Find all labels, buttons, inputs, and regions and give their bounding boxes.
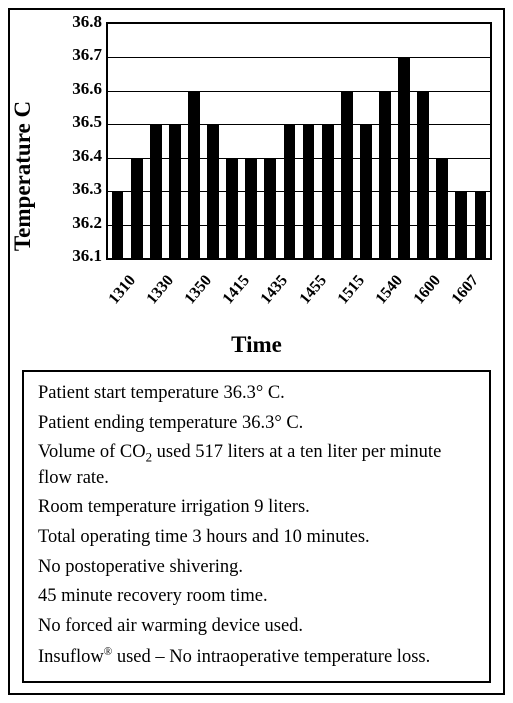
note-line: Patient ending temperature 36.3° C. xyxy=(38,412,475,436)
x-tick-label: 1415 xyxy=(212,272,254,317)
figure-frame: Temperature C 36.1 36.2 36.3 36.4 36.5 36.6 36… xyxy=(8,8,505,695)
note-line: Total operating time 3 hours and 10 minu… xyxy=(38,526,475,550)
y-axis-ticks: 36.136.236.336.436.536.636.736.8 xyxy=(58,16,106,268)
bar xyxy=(188,91,200,258)
y-axis-label: Temperature C xyxy=(10,56,36,296)
y-tick-label: 36.3 xyxy=(72,179,102,199)
note-line: No forced air warming device used. xyxy=(38,615,475,639)
grid-line xyxy=(108,57,490,58)
grid-line xyxy=(108,158,490,159)
note-line: Patient start temperature 36.3° C. xyxy=(38,382,475,406)
bar xyxy=(417,91,429,258)
x-axis-ticks: 1310133013501415143514551515154016001607 xyxy=(106,264,492,334)
bar xyxy=(131,158,143,258)
bar xyxy=(264,158,276,258)
y-tick-label: 36.5 xyxy=(72,112,102,132)
grid-line xyxy=(108,124,490,125)
y-tick-label: 36.4 xyxy=(72,146,102,166)
grid-line xyxy=(108,225,490,226)
bar xyxy=(226,158,238,258)
y-tick-label: 36.8 xyxy=(72,12,102,32)
y-tick-label: 36.6 xyxy=(72,79,102,99)
y-tick-label: 36.2 xyxy=(72,213,102,233)
y-tick-label: 36.7 xyxy=(72,45,102,65)
bars-container xyxy=(108,24,490,258)
note-line: No postoperative shivering. xyxy=(38,556,475,580)
bar xyxy=(245,158,257,258)
x-tick-label: 1540 xyxy=(365,272,407,317)
y-tick-label: 36.1 xyxy=(72,246,102,266)
x-axis-label: Time xyxy=(16,332,497,358)
note-line: Volume of CO2 used 517 liters at a ten l… xyxy=(38,441,475,490)
plot-area xyxy=(106,22,492,260)
x-tick-label: 1435 xyxy=(250,272,292,317)
grid-line xyxy=(108,91,490,92)
note-line: 45 minute recovery room time. xyxy=(38,585,475,609)
bar xyxy=(341,91,353,258)
x-tick-label: 1310 xyxy=(97,272,139,317)
x-tick-label: 1350 xyxy=(174,272,216,317)
note-line: Room temperature irrigation 9 liters. xyxy=(38,496,475,520)
x-tick-label: 1515 xyxy=(326,272,368,317)
bar xyxy=(436,158,448,258)
x-tick-label: 1330 xyxy=(135,272,177,317)
x-tick-label: 1600 xyxy=(403,272,445,317)
notes-box: Patient start temperature 36.3° C. Patien… xyxy=(22,370,491,683)
x-tick-label: 1607 xyxy=(441,272,483,317)
grid-line xyxy=(108,191,490,192)
temperature-bar-chart: Temperature C 36.136.236.336.436.536.636… xyxy=(16,16,497,366)
bar xyxy=(379,91,391,258)
note-line: Insuflow® used – No intraoperative tempe… xyxy=(38,645,475,670)
x-tick-label: 1455 xyxy=(288,272,330,317)
